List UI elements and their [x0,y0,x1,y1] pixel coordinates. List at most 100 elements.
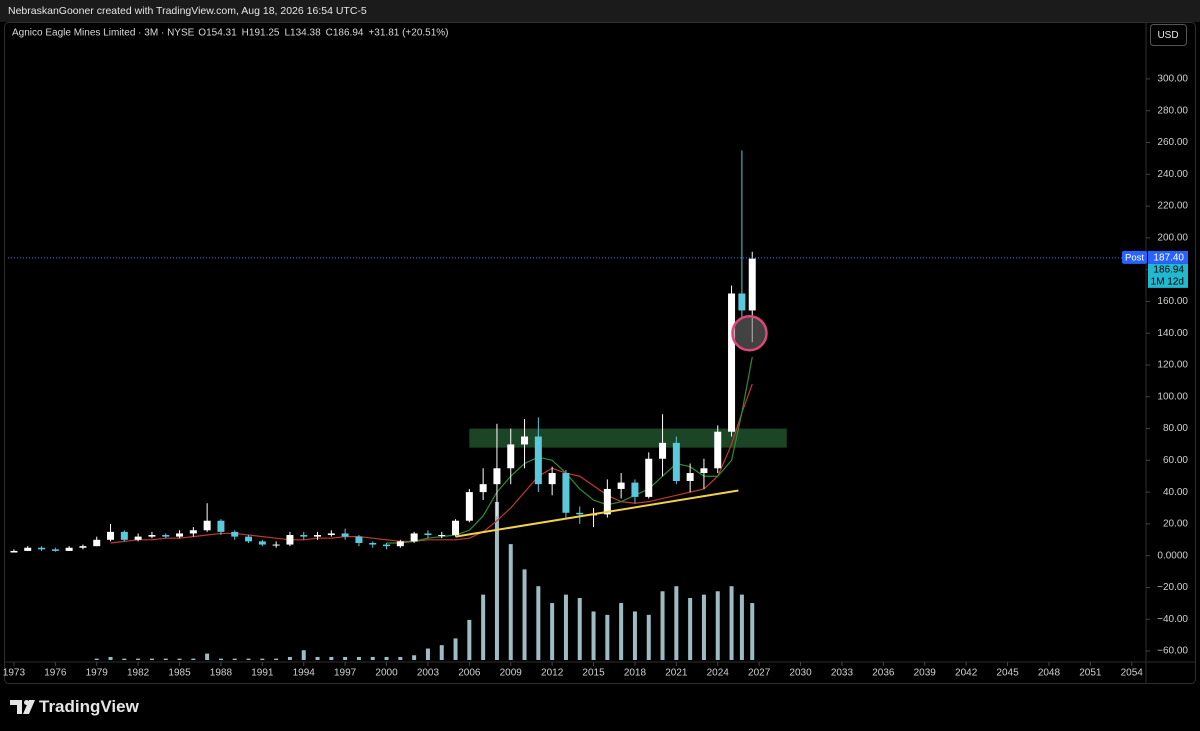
candle-body [548,473,556,485]
candle-body [107,531,115,540]
y-tick-label: 200.00 [1157,232,1188,243]
x-tick-label: 2003 [417,668,440,679]
candle-body [748,258,756,311]
currency-box[interactable] [1150,24,1187,46]
volume-bar [481,594,486,660]
legend-change: +31.81 (+20.51%) [368,28,448,39]
y-tick-label: 40.00 [1163,487,1188,498]
y-tick-label: 280.00 [1157,105,1188,116]
x-tick-label: 2009 [500,668,523,679]
x-tick-label: 1991 [251,668,274,679]
volume-bar [149,658,154,660]
currency[interactable]: USD [1157,30,1178,41]
candle-body [700,468,708,474]
candle-body [217,520,225,532]
candle-body [617,482,625,489]
candle-body [341,533,349,537]
volume-bar [425,648,430,660]
volume-bar [750,603,755,660]
legend-close: C186.94 [326,28,364,39]
volume-bar [467,619,472,660]
volume-bar [177,658,182,660]
candle-body [410,533,418,542]
y-tick-label: 20.00 [1163,519,1188,530]
legend-symbol: Agnico Eagle Mines Limited · 3M · NYSE [12,28,195,39]
volume-bar [591,611,596,660]
candle-body [521,436,529,445]
x-tick-label: 2000 [375,668,398,679]
x-tick-label: 2006 [458,668,481,679]
candle-body [507,444,515,469]
highlight-circle [731,314,768,352]
candle-body [479,484,487,493]
last-price-label: 187.40 [1153,253,1184,264]
y-tick-label: 100.00 [1157,391,1188,402]
candle-body [396,541,404,547]
y-tick-label: 0.0000 [1157,550,1188,561]
x-tick-label: 2045 [996,668,1019,679]
volume-bar [163,658,168,660]
candle-body [659,442,667,459]
volume-bar [632,611,637,660]
volume-bar [729,586,734,660]
candle-body [452,520,460,536]
candle-body [728,293,736,432]
y-tick-label: 140.00 [1157,328,1188,339]
x-tick-label: 2018 [624,668,647,679]
legend-high: H191.25 [242,28,280,39]
volume-bar [384,656,389,660]
volume-bar [260,658,265,660]
candle-body [245,536,253,542]
candle-body [176,533,184,537]
candle-body [631,482,639,497]
candle-body [38,547,46,550]
x-tick-label: 1985 [168,668,191,679]
volume-bar [301,650,306,660]
volume-bar [508,544,513,660]
candle-body [79,546,87,548]
candle-body [10,550,18,553]
x-tick-label: 2024 [707,668,730,679]
volume-bar [122,658,127,660]
candle-body [424,533,432,536]
candle-body [438,535,446,537]
candle-body [534,436,542,485]
y-tick-label: 60.00 [1163,455,1188,466]
candle-body [286,535,294,545]
volume-bar [494,502,499,660]
candle-body [493,468,501,485]
y-tick-label: −20.00 [1157,582,1188,593]
volume-bar [701,594,706,660]
volume-bar [191,658,196,660]
y-tick-label: −60.00 [1157,646,1188,657]
moving-average [386,356,753,544]
volume-bar [439,645,444,660]
y-tick-label: −40.00 [1157,614,1188,625]
candle-body [148,535,156,537]
candle-body [65,547,73,551]
volume-bar [739,594,744,660]
post-tag [1122,250,1147,264]
volume-bar [356,656,361,660]
x-tick-label: 1979 [86,668,109,679]
volume-bar [536,586,541,660]
volume-bar [108,656,113,660]
candle-body [314,535,322,537]
volume-bar [619,603,624,660]
x-tick-label: 2015 [582,668,605,679]
candle-body [355,536,363,543]
volume-bar [94,658,99,660]
volume-bar [274,658,279,660]
close-tag [1148,263,1188,288]
volume-bar [550,603,555,660]
volume-bar [412,655,417,660]
x-tick-label: 2042 [955,668,978,679]
volume-bar [136,658,141,660]
y-tick-label: 160.00 [1157,296,1188,307]
x-tick-label: 2039 [914,668,937,679]
volume-bar [315,656,320,660]
x-tick-label: 1988 [210,668,233,679]
volume-bar [246,658,251,660]
